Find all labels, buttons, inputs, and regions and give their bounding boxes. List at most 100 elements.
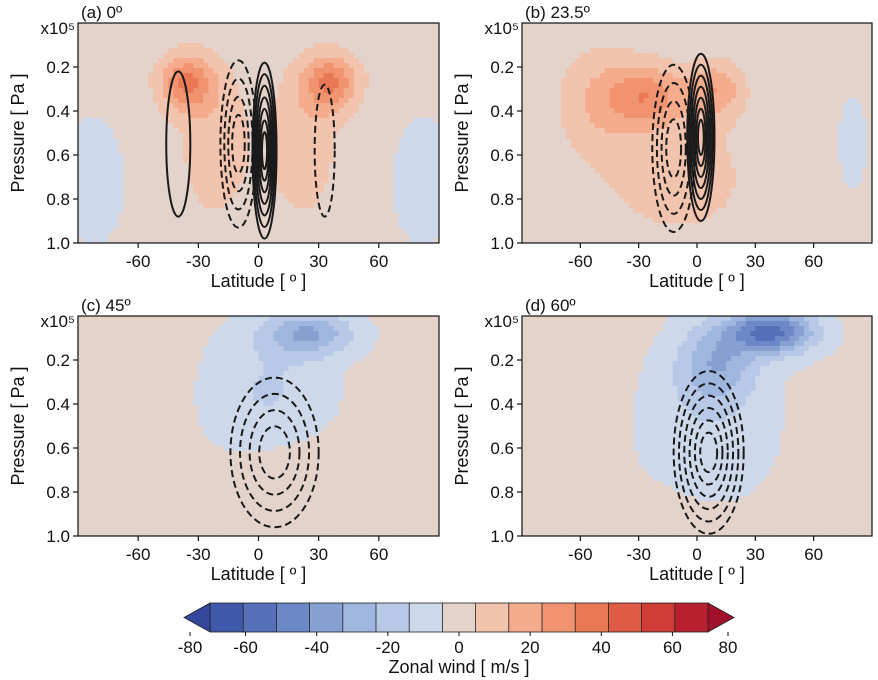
wind-cell [328, 28, 335, 34]
wind-cell [428, 168, 435, 174]
wind-cell [619, 103, 625, 109]
wind-cell [353, 88, 360, 94]
wind-cell [208, 58, 214, 64]
wind-cell [667, 28, 674, 34]
wind-cell [624, 108, 630, 114]
wind-cell [238, 213, 245, 219]
wind-cell [223, 48, 230, 54]
wind-cell [658, 193, 664, 199]
wind-cell [662, 198, 669, 204]
wind-cell [363, 213, 370, 219]
wind-cell [418, 63, 425, 69]
wind-cell [594, 193, 601, 199]
wind-cell [303, 198, 310, 204]
wind-cell [78, 178, 84, 184]
wind-cell [677, 108, 684, 114]
wind-cell [278, 213, 285, 219]
wind-cell [83, 163, 89, 169]
wind-cell [203, 68, 209, 74]
wind-cell [83, 208, 89, 214]
wind-cell [403, 158, 410, 164]
wind-cell [575, 48, 581, 54]
wind-cell [358, 238, 365, 243]
wind-cell [308, 108, 315, 114]
wind-cell [531, 138, 538, 144]
wind-cell [672, 138, 679, 144]
wind-cell [323, 233, 330, 239]
wind-cell [604, 183, 611, 189]
wind-cell [353, 138, 360, 144]
wind-cell [628, 218, 635, 224]
wind-cell [333, 158, 340, 164]
wind-cell [208, 88, 214, 94]
wind-cell [153, 138, 159, 144]
wind-cell [338, 238, 345, 243]
wind-cell [662, 183, 669, 189]
wind-cell [228, 183, 235, 189]
wind-cell [570, 138, 577, 144]
wind-cell [383, 213, 390, 219]
streamfunction-contours [165, 59, 336, 240]
wind-cell [98, 103, 104, 109]
wind-cell [323, 238, 330, 243]
wind-cell [123, 223, 129, 229]
wind-cell [560, 108, 567, 114]
wind-cell [662, 78, 669, 84]
wind-cell [238, 193, 245, 199]
wind-cell [373, 113, 380, 119]
wind-cell [638, 133, 645, 139]
wind-cell [570, 238, 577, 243]
wind-cell [619, 193, 625, 199]
wind-cell [158, 128, 164, 134]
wind-cell [609, 123, 615, 129]
wind-cell [614, 228, 620, 234]
wind-cell [687, 208, 693, 214]
wind-cell [368, 168, 375, 174]
wind-cell [263, 103, 270, 109]
wind-cell [83, 28, 89, 34]
wind-cell [198, 183, 204, 189]
wind-cell [648, 103, 654, 109]
wind-cell [123, 23, 129, 29]
wind-cell [383, 178, 390, 184]
wind-cell [368, 148, 375, 154]
wind-cell [633, 203, 640, 209]
wind-cell [388, 133, 395, 139]
wind-cell [88, 193, 94, 199]
wind-cell [103, 48, 109, 54]
wind-cell [293, 148, 300, 154]
wind-cell [258, 223, 265, 229]
wind-cell [113, 163, 119, 169]
wind-cell [585, 128, 591, 134]
wind-cell [358, 208, 365, 214]
wind-cell [93, 238, 99, 243]
wind-cell [413, 138, 420, 144]
wind-cell [153, 83, 159, 89]
wind-cell [263, 193, 270, 199]
wind-cell [218, 123, 224, 129]
wind-cell [153, 33, 159, 39]
wind-cell [677, 83, 684, 89]
wind-cell [687, 73, 693, 79]
wind-cell [643, 113, 649, 119]
wind-cell [633, 58, 640, 64]
wind-cell [243, 123, 250, 129]
wind-cell [677, 193, 684, 199]
wind-cell [78, 28, 84, 34]
wind-cell [609, 153, 615, 159]
wind-cell [163, 183, 169, 189]
wind-cell [93, 48, 99, 54]
wind-cell [218, 68, 224, 74]
wind-cell [418, 223, 425, 229]
wind-cell [303, 193, 310, 199]
wind-cell [313, 198, 320, 204]
wind-cell [108, 123, 114, 129]
wind-cell [692, 28, 698, 34]
wind-cell [343, 213, 350, 219]
wind-cell [585, 123, 591, 129]
wind-cell [353, 58, 360, 64]
wind-cell [609, 28, 615, 34]
wind-cell [541, 213, 547, 219]
wind-cell [108, 203, 114, 209]
wind-cell [168, 163, 174, 169]
